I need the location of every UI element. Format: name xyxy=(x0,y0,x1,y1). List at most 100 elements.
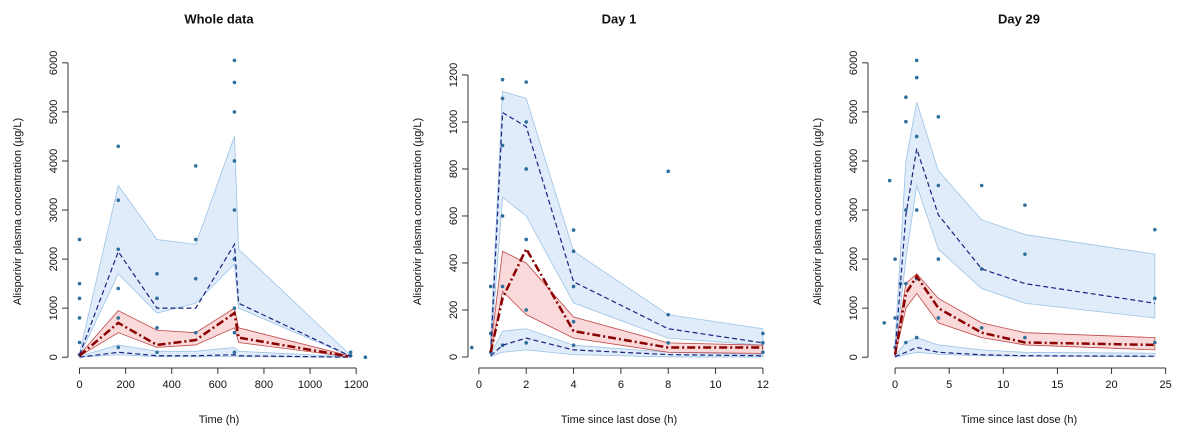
interval-band xyxy=(894,337,1156,358)
observed-point xyxy=(116,198,121,203)
y-tick-label: 5000 xyxy=(48,100,60,124)
panel-title: Day 29 xyxy=(998,11,1040,26)
observed-point xyxy=(914,134,919,139)
observed-point xyxy=(571,284,576,289)
x-tick-label: 25 xyxy=(1160,379,1172,391)
percentile-line xyxy=(894,346,1155,358)
interval-band xyxy=(894,101,1156,355)
observed-point xyxy=(936,257,941,261)
observed-point xyxy=(500,214,505,218)
y-tick-label: 3000 xyxy=(848,198,860,222)
y-tick-label: 1000 xyxy=(848,296,860,320)
x-tick-label: 15 xyxy=(1051,379,1063,391)
observed-point xyxy=(193,237,198,242)
y-tick-label: 2000 xyxy=(48,247,60,271)
percentile-line xyxy=(490,337,763,357)
observed-point xyxy=(116,316,121,320)
observed-point xyxy=(77,281,82,286)
x-tick-label: 2 xyxy=(523,379,529,391)
observed-point xyxy=(893,257,897,261)
observed-point xyxy=(193,276,198,281)
y-tick-label: 1200 xyxy=(448,63,460,87)
observed-point xyxy=(363,355,368,360)
observed-point xyxy=(979,183,984,188)
x-tick-label: 600 xyxy=(209,379,227,391)
observed-point xyxy=(116,286,121,291)
y-tick-label: 0 xyxy=(48,354,60,360)
y-tick-label: 800 xyxy=(448,160,460,178)
y-tick-label: 0 xyxy=(448,354,460,360)
x-tick-label: 20 xyxy=(1105,379,1117,391)
interval-band xyxy=(490,328,764,358)
observed-point xyxy=(155,350,159,355)
x-tick-label: 10 xyxy=(709,379,721,391)
y-tick-label: 5000 xyxy=(848,100,860,124)
x-tick-label: 200 xyxy=(116,379,134,391)
observed-point xyxy=(77,340,82,345)
observed-point xyxy=(77,296,82,301)
y-tick-label: 6000 xyxy=(848,51,860,75)
observed-point xyxy=(914,208,919,212)
observed-point xyxy=(155,272,159,276)
observed-point xyxy=(761,341,765,345)
percentile-line xyxy=(490,111,763,353)
observed-point xyxy=(155,296,159,301)
x-tick-label: 12 xyxy=(757,379,769,391)
observed-point xyxy=(348,350,353,355)
observed-point xyxy=(232,159,237,163)
observed-point xyxy=(761,350,765,355)
observed-point xyxy=(232,208,237,212)
x-axis-title: Time since last dose (h) xyxy=(961,414,1077,426)
x-tick-label: 0 xyxy=(476,379,482,391)
x-tick-label: 10 xyxy=(997,379,1009,391)
observed-point xyxy=(524,80,529,84)
observed-point xyxy=(904,340,908,345)
y-tick-label: 0 xyxy=(848,354,860,360)
observed-point xyxy=(979,325,984,330)
x-tick-label: 800 xyxy=(255,379,273,391)
observed-point xyxy=(232,58,237,63)
observed-point xyxy=(193,330,198,335)
observed-point xyxy=(1023,335,1027,340)
panel-title: Whole data xyxy=(184,11,254,26)
y-tick-label: 400 xyxy=(448,254,460,272)
observed-point xyxy=(116,144,121,149)
observed-point xyxy=(666,169,671,174)
observed-point xyxy=(524,167,529,171)
observed-point xyxy=(882,321,887,325)
observed-point xyxy=(904,119,908,124)
observed-point xyxy=(914,58,919,63)
y-tick-label: 600 xyxy=(448,207,460,225)
interval-band xyxy=(894,273,1156,357)
observed-point xyxy=(904,281,908,286)
observed-point xyxy=(1153,340,1157,345)
observed-point xyxy=(904,208,908,212)
observed-point xyxy=(1023,203,1027,207)
observed-point xyxy=(571,228,576,232)
observed-point xyxy=(1153,227,1157,232)
observed-point xyxy=(1153,296,1157,301)
percentile-line xyxy=(78,242,351,357)
observed-point xyxy=(232,306,237,310)
percentile-line xyxy=(78,310,351,358)
y-axis-title: Alisporivir plasma concentration (µg/L) xyxy=(12,118,24,305)
observed-point xyxy=(500,96,505,101)
y-tick-label: 4000 xyxy=(48,149,60,173)
percentile-line xyxy=(893,273,1155,355)
x-tick-label: 5 xyxy=(946,379,952,391)
observed-point xyxy=(914,75,919,80)
observed-point xyxy=(524,120,529,124)
observed-point xyxy=(666,341,671,345)
observed-point xyxy=(524,341,529,345)
observed-point xyxy=(571,319,576,324)
observed-point xyxy=(232,330,237,335)
observed-point xyxy=(571,249,576,254)
observed-point xyxy=(524,308,529,312)
percentile-line xyxy=(489,246,763,353)
x-tick-label: 0 xyxy=(892,379,898,391)
y-tick-label: 3000 xyxy=(48,198,60,222)
x-axis-title: Time (h) xyxy=(199,414,240,426)
observed-point xyxy=(936,183,941,188)
observed-point xyxy=(77,237,82,242)
